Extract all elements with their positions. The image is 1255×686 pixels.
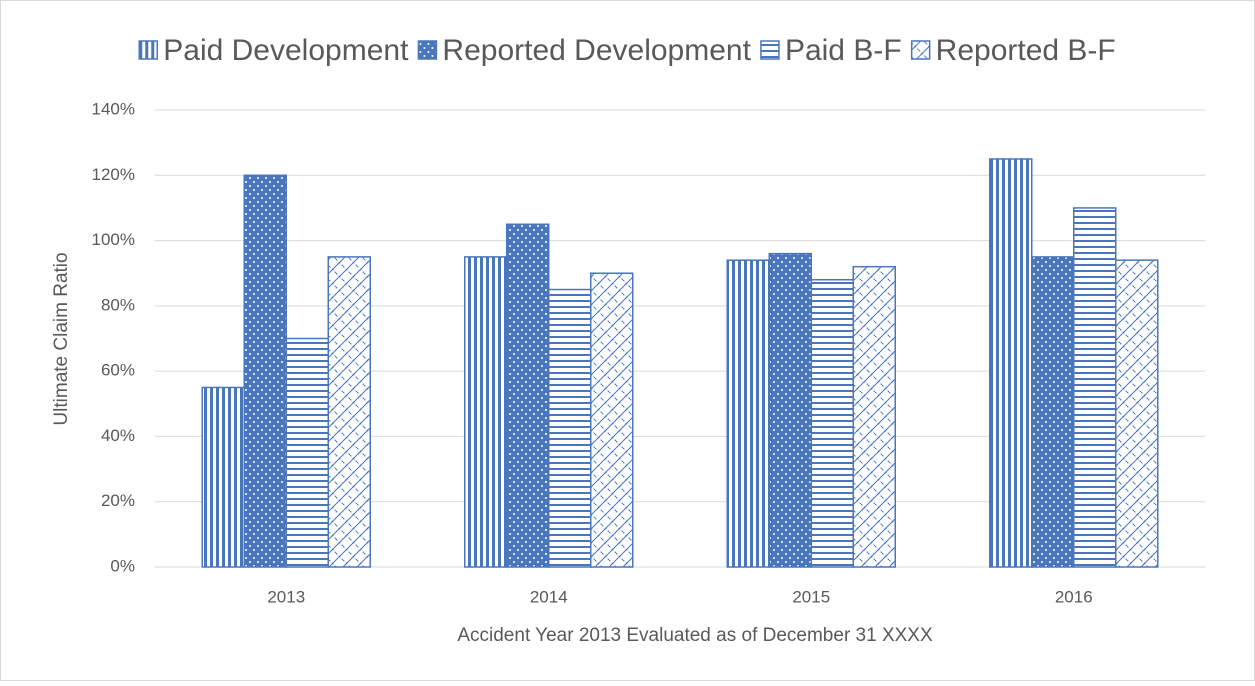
x-tick-label: 2013 (267, 587, 305, 606)
bar (464, 256, 508, 568)
y-axis-label: Ultimate Claim Ratio (51, 252, 72, 425)
bar (506, 223, 550, 568)
bar (1031, 256, 1075, 568)
legend-item: Paid Development (138, 34, 409, 67)
y-tick-label: 80% (101, 295, 135, 314)
x-axis-label: Accident Year 2013 Evaluated as of Decem… (457, 625, 933, 646)
legend-swatch (417, 40, 438, 60)
bar (852, 265, 896, 568)
bar (1115, 259, 1159, 568)
legend-label: Paid B-F (785, 34, 902, 67)
bar (768, 252, 812, 568)
bar (285, 337, 329, 568)
bar (327, 256, 371, 568)
x-tick-label: 2016 (1055, 587, 1093, 606)
legend-swatch (138, 40, 159, 60)
y-tick-label: 100% (92, 230, 135, 249)
bar (726, 259, 770, 568)
legend-label: Paid Development (163, 34, 409, 67)
bar (590, 272, 634, 568)
legend-label: Reported B-F (936, 34, 1116, 67)
bar (548, 288, 592, 568)
bar (1073, 207, 1117, 568)
legend-swatch (910, 40, 931, 60)
bar (201, 386, 245, 568)
bar (243, 174, 287, 568)
bar (989, 158, 1033, 568)
y-tick-label: 40% (101, 426, 135, 445)
y-tick-label: 60% (101, 361, 135, 380)
legend-item: Reported Development (417, 34, 752, 67)
y-tick-label: 0% (110, 556, 135, 575)
legend-label: Reported Development (442, 34, 751, 67)
legend-swatch (760, 40, 780, 60)
y-tick-label: 20% (101, 491, 135, 510)
legend-item: Paid B-F (760, 34, 902, 67)
legend-item: Reported B-F (910, 34, 1116, 67)
x-tick-label: 2015 (792, 587, 830, 606)
bar (810, 278, 854, 568)
y-tick-label: 120% (92, 165, 135, 184)
x-tick-label: 2014 (530, 587, 568, 606)
y-tick-label: 140% (92, 99, 135, 118)
